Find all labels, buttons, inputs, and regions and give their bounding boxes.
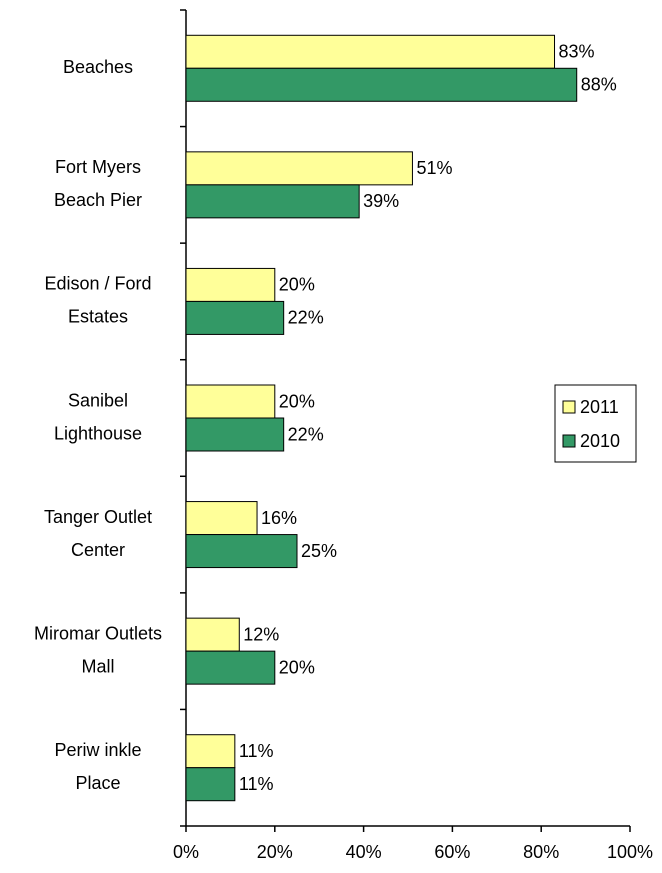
y-tick-label: Periw inkle (54, 740, 141, 760)
data-label: 20% (279, 391, 315, 411)
y-tick-label: Estates (68, 307, 128, 327)
y-tick-label: Fort Myers (55, 157, 141, 177)
y-tick-label: Beaches (63, 57, 133, 77)
x-tick-label: 100% (607, 842, 653, 862)
bar (185, 767, 236, 802)
data-label: 22% (288, 424, 324, 444)
data-label: 12% (243, 624, 279, 644)
data-label: 11% (239, 774, 274, 794)
bar (185, 384, 276, 419)
data-label: 11% (239, 741, 274, 761)
bar (185, 151, 413, 186)
data-label: 16% (261, 508, 297, 528)
legend-box (554, 384, 637, 463)
x-tick-label: 0% (173, 842, 199, 862)
bar (185, 67, 578, 102)
data-label: 22% (288, 308, 324, 328)
y-tick-label: Edison / Ford (44, 274, 151, 294)
x-tick-label: 20% (257, 842, 293, 862)
y-tick-label: Place (75, 773, 120, 793)
bar (185, 734, 236, 769)
data-label: 20% (279, 657, 315, 677)
bar (185, 34, 556, 69)
data-label: 39% (363, 191, 399, 211)
data-label: 83% (559, 42, 595, 62)
x-tick-label: 60% (434, 842, 470, 862)
legend-swatch (562, 434, 576, 448)
bar (185, 501, 258, 536)
bar (185, 617, 240, 652)
y-tick-label: Tanger Outlet (44, 507, 152, 527)
bar (185, 184, 360, 219)
y-tick-label: Sanibel (68, 390, 128, 410)
bar (185, 267, 276, 302)
data-label: 25% (301, 541, 337, 561)
legend-swatch (562, 400, 576, 414)
data-label: 20% (279, 275, 315, 295)
data-label: 88% (581, 75, 617, 95)
y-tick-label: Miromar Outlets (34, 623, 162, 643)
bar (185, 300, 285, 335)
y-tick-label: Lighthouse (54, 423, 142, 443)
legend-label: 2010 (580, 431, 620, 451)
bar (185, 417, 285, 452)
y-tick-label: Center (71, 540, 125, 560)
bar (185, 650, 276, 685)
y-tick-label: Mall (81, 656, 114, 676)
data-label: 51% (416, 158, 452, 178)
y-tick-label: Beach Pier (54, 190, 142, 210)
legend-label: 2011 (580, 397, 619, 417)
bar (185, 534, 298, 569)
x-tick-label: 40% (346, 842, 382, 862)
x-tick-label: 80% (523, 842, 559, 862)
